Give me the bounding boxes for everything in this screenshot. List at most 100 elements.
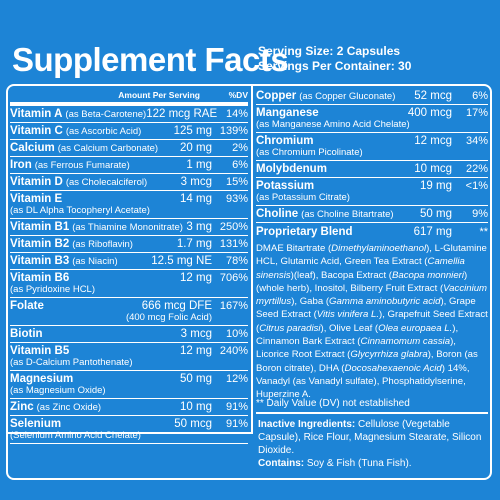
dv-header: %DV [228,90,248,100]
nutrient-name: Manganese [256,107,319,119]
blend-text: ), Grapefruit Seed Extract ( [256,309,488,334]
blend-text: Dimethylaminoethanol [331,243,427,254]
nutrient-name: Vitamin C [10,125,63,137]
nutrient-name: Biotin [10,328,43,340]
amount: 20 mg [180,142,212,154]
nutrient-row: Folate 666 mcg DFE (400 mcg Folic Acid) 167… [10,298,248,326]
row-line: Proprietary Blend 617 mg ** [256,226,488,238]
row-line: Calcium (as Calcium Carbonate) 20 mg 2% [10,142,248,154]
amount-note: (400 mcg Folic Acid) [125,312,212,323]
nutrient-row: Vitamin B2 (as Riboflavin) 1.7 mg 131% [10,236,248,253]
row-line: Choline (as Choline Bitartrate) 50 mg 9% [256,208,488,220]
blend-text: Olea europaea L. [378,322,453,334]
inactive: Inactive Ingredients: Cellulose (Vegetab… [258,418,488,457]
nutrient-row: Selenium 50 mcg 91% (Selenium Amino Acid Ch… [10,416,248,444]
nutrient-source: (as Zinc Oxide) [36,402,102,413]
nutrient-source: (as DL Alpha Tocopheryl Acetate) [10,205,150,216]
amount: 50 mg [180,373,212,385]
right-column: Copper (as Copper Gluconate) 52 mcg 6% Manga… [256,88,488,402]
nutrient-source: (Selenium Amino Acid Chelate) [10,430,141,441]
row-line: Potassium 19 mg <1% [256,180,488,192]
nutrient-name: Vitamin B6 [10,272,70,284]
inactive-text: Cellulose (Vegetable Capsule), Rice Flou… [258,419,482,456]
daily-value: 12% [225,373,248,385]
nutrient-name: Potassium [256,180,315,192]
nutrient-source: (as Riboflavin) [72,239,133,250]
blend-text: )(leaf), Bacopa Extract ( [290,269,392,281]
nutrient-source: (as D-Calcium Pantothenate) [10,357,133,368]
nutrient-row: Vitamin A (as Beta-Carotene) 122 mcg RAE 14… [10,106,248,123]
amount: 666 mcg DFE [141,300,212,312]
nutrient-source: (as Niacin) [72,256,118,267]
nutrient-source: (as Cholecalciferol) [65,177,148,188]
row-line: Folate 666 mcg DFE (400 mcg Folic Acid) 167… [10,300,248,323]
nutrient-row: Calcium (as Calcium Carbonate) 20 mg 2% [10,140,248,157]
nutrient-source: (as Manganese Amino Acid Chelate) [256,119,410,130]
daily-value: 17% [465,107,488,119]
contains-text: Soy & Fish (Tuna Fish). [304,458,412,469]
daily-value: <1% [465,180,488,192]
amount: 14 mg [180,193,212,205]
blend-text: Citrus paradisi [259,322,321,334]
daily-value: 6% [232,159,248,171]
nutrient-name: Vitamin B5 [10,345,70,357]
nutrient-name: Proprietary Blend [256,225,353,238]
left-column: Amount Per Serving %DV Vitamin A (as Beta-… [10,88,248,444]
amount: 122 mcg RAE [146,108,218,120]
amount-header: Amount Per Serving [118,90,200,100]
amount: 19 mg [420,180,452,192]
nutrient-name: Vitamin A [10,108,63,120]
blend-text: )(whole herb), Inositol, Bilberry Fruit … [256,269,468,294]
daily-value: 167% [219,300,248,312]
nutrient-name: Copper [256,90,297,102]
row-line: Biotin 3 mcg 10% [10,328,248,340]
divider [251,86,253,432]
nutrient-name: Chromium [256,135,314,147]
daily-value: ** [479,225,488,238]
nutrient-name: Vitamin B3 [10,255,70,267]
nutrient-row: Chromium 12 mcg 34% (as Chromium Picolinate… [256,133,488,161]
row-line: Manganese 400 mcg 17% [256,107,488,119]
nutrient-source: (as Potassium Citrate) [256,192,350,203]
nutrient-source: (as Copper Gluconate) [299,91,396,102]
row-line: Vitamin E 14 mg 93% [10,193,248,205]
nutrient-row: Molybdenum 10 mcg 22% [256,161,488,178]
nutrient-row: Manganese 400 mcg 17% (as Manganese Amino A… [256,105,488,133]
amount: 125 mg [173,125,212,137]
blend-text: Camellia sinensis [256,256,465,281]
amount-group: 666 mcg DFE (400 mcg Folic Acid) [126,300,212,323]
nutrient-name: Vitamin D [10,176,63,188]
amount: 12 mg [180,345,212,357]
row-line: Vitamin D (as Cholecalciferol) 3 mcg 15% [10,176,248,188]
blend-text: ), Gaba ( [291,296,330,308]
nutrient-row: Choline (as Choline Bitartrate) 50 mg 9% [256,206,488,223]
blend-text: ), Cinnamon Bark Extract ( [256,322,459,348]
servings-per-container: Servings Per Container: 30 [258,59,412,73]
blend-text: Gamma aminobutyric acid [329,296,441,308]
amount: 10 mcg [414,163,452,175]
divider [8,432,253,434]
inactive-label: Inactive Ingredients: [258,419,356,430]
daily-value: 14% [225,108,248,120]
row-line: Selenium 50 mcg 91% [10,418,248,430]
nutrient-name: Selenium [10,418,62,430]
blend-text: ), Boron (as Boron citrate), DHA ( [256,349,478,374]
row-line: Iron (as Ferrous Fumarate) 1 mg 6% [10,159,248,171]
nutrient-row: Potassium 19 mg <1% (as Potassium Citrate) [256,178,488,206]
daily-value: 139% [219,125,248,137]
amount: 12 mg [180,272,212,284]
nutrient-name: Folate [10,300,44,312]
row-line: Magnesium 50 mg 12% [10,373,248,385]
daily-value: 91% [225,418,248,430]
nutrient-name: Molybdenum [256,163,327,175]
nutrient-source: (as Beta-Carotene) [65,109,147,120]
daily-value: 15% [225,176,248,188]
daily-value: 131% [219,238,248,250]
blend-text: Bacopa monnieri [391,269,464,281]
nutrient-row: Vitamin B6 12 mg 706% (as Pyridoxine HCL) [10,270,248,298]
table-header: Amount Per Serving %DV [10,88,248,106]
nutrient-source: (as Chromium Picolinate) [256,147,363,158]
amount: 400 mcg [407,107,452,119]
row-line: Chromium 12 mcg 34% [256,135,488,147]
serving-info: Serving Size: 2 Capsules Servings Per Co… [258,44,411,74]
